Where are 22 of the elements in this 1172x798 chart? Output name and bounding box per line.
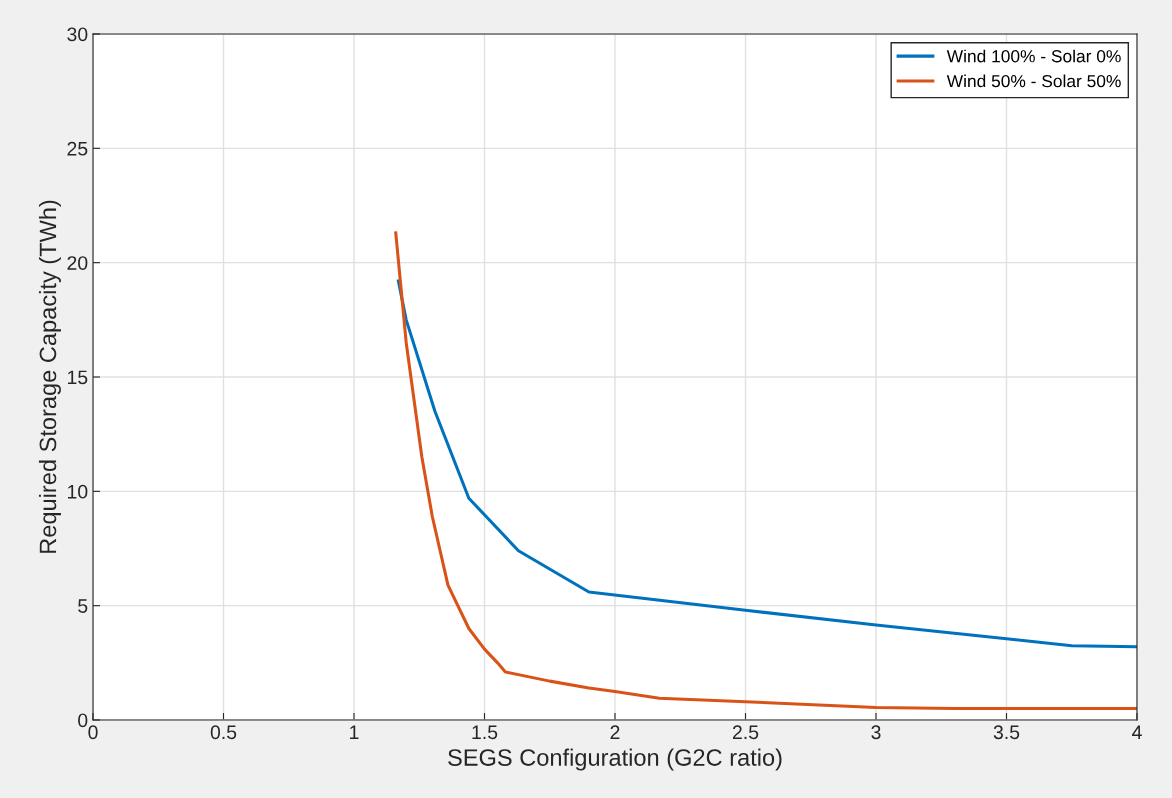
- legend-label: Wind 50% - Solar 50%: [946, 74, 1121, 88]
- y-tick-label: 0: [78, 713, 88, 728]
- legend-label: Wind 100% - Solar 0%: [946, 49, 1121, 63]
- y-tick-label: 15: [68, 370, 88, 385]
- x-tick-label: 0: [88, 725, 98, 740]
- line-series: [396, 279, 1137, 649]
- x-tick-label: 2: [610, 725, 620, 739]
- y-tick-label: 10: [68, 484, 88, 499]
- x-tick-label: 1: [350, 725, 359, 739]
- y-tick-label: 5: [78, 599, 88, 613]
- x-tick-label: 2.5: [732, 725, 759, 740]
- y-axis-title: Required Storage Capacity (TWh): [38, 200, 61, 553]
- y-tick-label: 20: [67, 256, 88, 270]
- x-tick-label: 4: [1132, 725, 1142, 739]
- x-tick-label: 3.5: [993, 725, 1020, 740]
- line-series: [394, 231, 1137, 711]
- y-tick-label: 25: [67, 141, 88, 156]
- x-axis-title: SEGS Configuration (G2C ratio): [448, 748, 782, 771]
- x-tick-label: 1.5: [472, 725, 498, 740]
- x-tick-label: 0.5: [210, 725, 237, 740]
- x-tick-label: 3: [871, 725, 881, 740]
- y-tick-label: 30: [67, 27, 88, 42]
